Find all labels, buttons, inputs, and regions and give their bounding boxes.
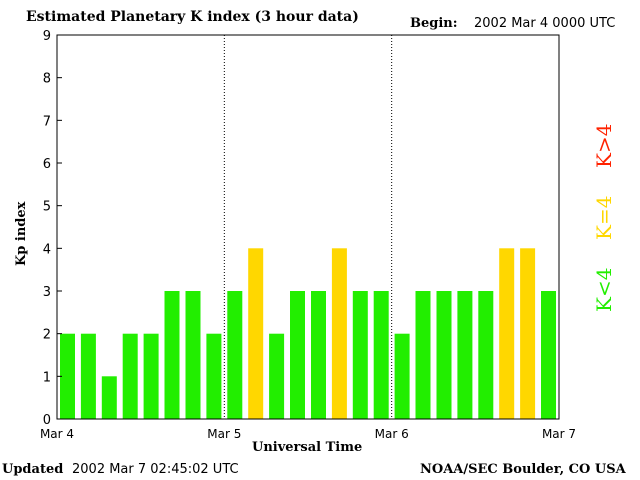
kp-bar [60,333,75,419]
kp-bar [352,291,368,419]
organization: NOAA/SEC Boulder, CO USA [420,462,626,477]
plot-frame [56,34,560,420]
kp-bar [143,333,159,419]
updated-label: Updated [2,462,64,477]
kp-bar [290,291,305,419]
y-tick-label: 6 [43,157,51,172]
begin-label: Begin: [410,16,458,31]
chart-title: Estimated Planetary K index (3 hour data… [26,9,359,25]
kp-bar [122,333,138,419]
y-tick-label: 2 [43,328,51,343]
kp-bar [311,291,326,419]
legend-above: K>4 [592,123,616,168]
kp-bar [541,291,556,419]
begin-value: 2002 Mar 4 0000 UTC [474,16,616,31]
y-tick-label: 7 [43,114,51,129]
legend-equal: K=4 [592,195,616,240]
day-separators [223,35,393,419]
updated-value: 2002 Mar 7 02:45:02 UTC [72,462,239,477]
kp-bar [80,333,96,419]
kp-bar [415,291,431,419]
kp-bar [185,291,201,419]
kp-bar [373,291,389,419]
y-tick-label: 3 [43,285,51,300]
x-tick-label: Mar 6 [375,427,409,441]
kp-bar [331,248,347,419]
kp-bar [436,291,452,419]
x-tick-label: Mar 5 [207,427,241,441]
kp-bar [394,333,410,419]
kp-bar [499,248,515,419]
kp-bar [164,291,180,419]
kp-bar [457,291,473,419]
kp-bar [520,248,536,419]
x-axis-label: Universal Time [252,440,363,455]
y-tick-label: 1 [43,370,51,385]
x-tick-label: Mar 7 [542,427,576,441]
x-tick-label: Mar 4 [40,427,74,441]
y-axis-label: Kp index [14,201,29,266]
kp-bar [269,333,285,419]
y-tick-label: 5 [43,200,51,215]
y-axis: 0 1 2 3 4 5 6 7 8 9 [43,29,62,428]
y-tick-label: 4 [43,242,51,257]
legend-below: K<4 [592,267,616,312]
kp-bar [227,291,243,419]
y-tick-label: 9 [43,29,51,44]
kp-bar [248,248,264,419]
kp-bar [206,333,222,419]
kp-bar [478,291,494,419]
y-tick-label: 8 [43,72,51,87]
x-axis: Mar 4 Mar 5 Mar 6 Mar 7 [40,427,576,441]
kp-bar [101,376,117,419]
bars-group [60,248,556,419]
y-tick-label: 0 [43,413,51,428]
